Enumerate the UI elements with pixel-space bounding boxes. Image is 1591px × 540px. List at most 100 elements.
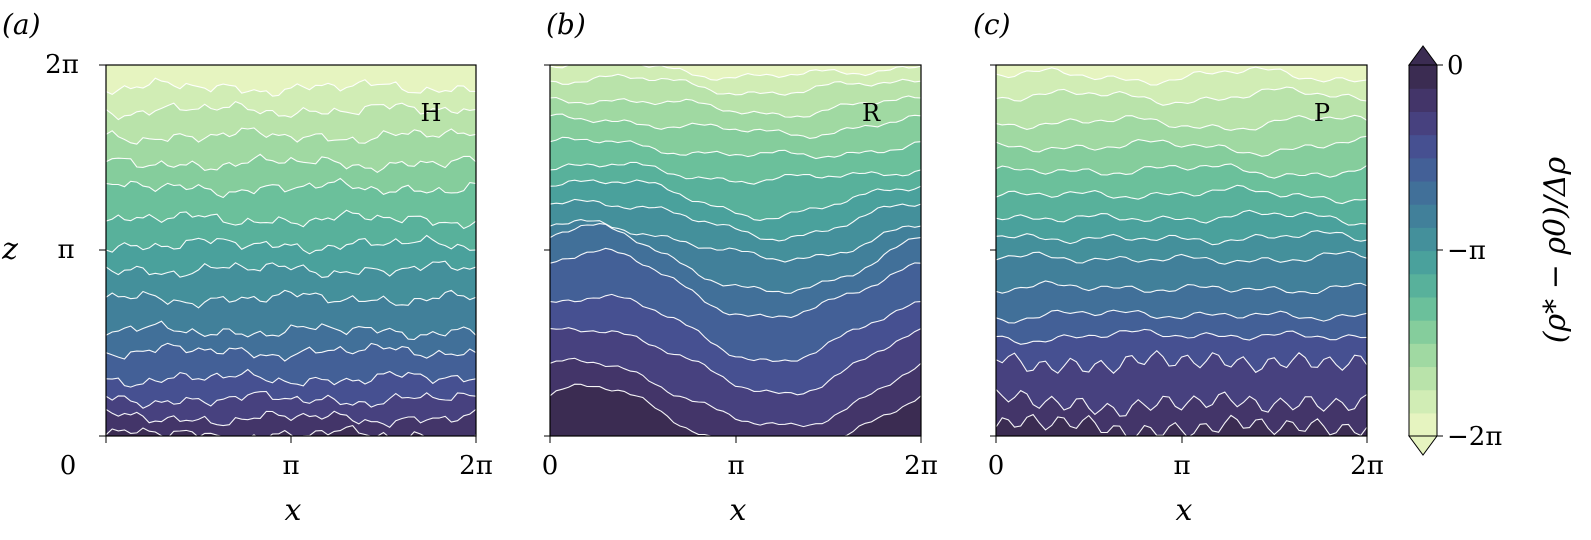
colorbar-tick-label: −2π [1447, 422, 1502, 452]
contour-line [550, 179, 921, 221]
colorbar-cell [1409, 366, 1437, 391]
panel-label: (a) [2, 8, 41, 41]
contour-line [550, 113, 921, 139]
corner-label: H [421, 99, 442, 127]
contour-line [106, 100, 476, 121]
x-tick-label: π [282, 451, 299, 481]
contour-line [106, 320, 476, 341]
contour-line [996, 114, 1367, 131]
contour-line [106, 234, 476, 255]
contour-line [996, 230, 1367, 246]
contour-line [106, 77, 476, 97]
contour-line [996, 135, 1367, 157]
contour-line [996, 86, 1367, 106]
x-tick-label: 0 [542, 451, 559, 481]
contour-line [996, 184, 1367, 205]
colorbar-cell [1409, 134, 1437, 159]
colorbar-cell [1409, 273, 1437, 298]
x-axis-label: x [730, 493, 747, 528]
contour-line [996, 163, 1367, 179]
corner-label: P [1314, 99, 1330, 127]
y-tick-label: 2π [45, 50, 79, 80]
band-fill [550, 65, 921, 96]
band-fill [106, 65, 476, 97]
contour-line [996, 349, 1367, 374]
colorbar-tick-label: −π [1447, 236, 1486, 266]
colorbar-cell [1409, 296, 1437, 321]
colorbar-cell [1409, 389, 1437, 414]
colorbar: 0 −π −2π (ρ* − ρ0)/Δρ [1408, 45, 1573, 456]
x-tick-label: π [727, 451, 744, 481]
contour-line [106, 260, 476, 278]
x-tick-label: π [1173, 451, 1190, 481]
contour-line [996, 309, 1367, 324]
x-tick-label: 0 [988, 451, 1005, 481]
contour-plot [996, 65, 1367, 436]
band-fill [996, 65, 1367, 85]
contour-line [996, 389, 1367, 417]
colorbar-cell [1409, 88, 1437, 112]
contour-line [550, 327, 921, 396]
colorbar-cell [1409, 157, 1437, 182]
contour-line [106, 209, 476, 230]
contour-line [106, 390, 476, 409]
contour-line [106, 127, 476, 145]
contour-line [550, 293, 921, 362]
x-tick-label: 2π [1350, 451, 1384, 481]
panel-label: (c) [973, 8, 1011, 41]
contour-line [996, 250, 1367, 265]
band-fill [550, 65, 921, 81]
contour-plot [106, 65, 476, 436]
y-tick-label: π [57, 235, 74, 265]
contour-line [996, 328, 1367, 345]
colorbar-cell [1409, 320, 1437, 344]
contour-line [550, 65, 921, 81]
x-axis-label: x [285, 493, 302, 528]
x-axis-label: x [1176, 493, 1193, 528]
colorbar-cell [1409, 180, 1437, 205]
contour-line [550, 219, 921, 263]
x-tick-label: 2π [904, 451, 938, 481]
colorbar-cell [1409, 111, 1437, 136]
corner-label: R [862, 99, 881, 127]
panel-c: (c) P 0 π 2π x [973, 8, 1384, 528]
contour-line [550, 357, 921, 428]
contour-line [996, 209, 1367, 226]
colorbar-cell [1409, 412, 1437, 437]
colorbar-cell [1409, 227, 1437, 252]
colorbar-cell [1409, 250, 1437, 275]
panel-label: (b) [546, 8, 586, 41]
contour-line [106, 342, 476, 362]
colorbar-cell [1409, 204, 1437, 228]
panel-a: (a) H π 2π 0 2π π x z [1, 8, 493, 528]
contour-line [550, 198, 921, 242]
contour-line [106, 153, 476, 174]
colorbar-extend-top [1408, 45, 1438, 66]
contour-line [550, 161, 921, 185]
colorbar-label: (ρ* − ρ0)/Δρ [1538, 156, 1573, 343]
contour-line [996, 280, 1367, 295]
colorbar-cell [1409, 343, 1437, 368]
colorbar-cell [1409, 65, 1437, 89]
colorbar-extend-bottom [1408, 435, 1438, 456]
contour-line [550, 247, 921, 319]
contour-line [550, 383, 921, 436]
contour-line [550, 73, 921, 96]
panel-b: (b) R 0 π 2π x [542, 8, 938, 528]
y-axis-label: z [1, 232, 18, 267]
contour-line [106, 408, 476, 428]
colorbar-cells [1409, 65, 1437, 437]
contour-line [106, 368, 476, 388]
origin-label: 0 [60, 451, 77, 481]
contour-plot [550, 65, 921, 436]
colorbar-tick-label: 0 [1447, 51, 1464, 81]
contour-line [550, 223, 921, 294]
contour-line [550, 136, 921, 160]
contour-line [996, 66, 1367, 86]
contour-line [106, 177, 476, 199]
contour-line [996, 413, 1367, 436]
contour-line [106, 424, 476, 436]
contour-line [106, 289, 476, 309]
x-tick-label: 2π [459, 451, 493, 481]
